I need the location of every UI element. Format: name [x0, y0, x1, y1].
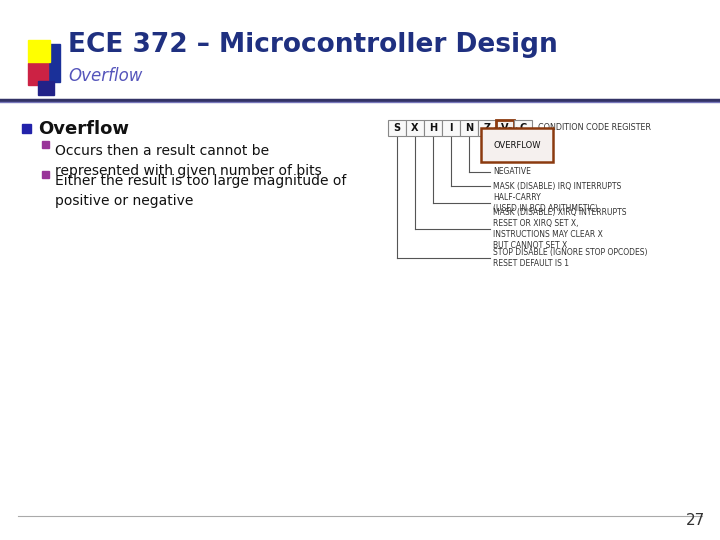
Text: ZERO: ZERO [493, 154, 514, 164]
Text: H: H [429, 123, 437, 133]
Bar [22, 124, 31, 133]
Bar [514, 120, 532, 136]
Text: Z: Z [483, 123, 490, 133]
Text: CONDITION CODE REGISTER: CONDITION CODE REGISTER [538, 124, 651, 132]
Text: MASK (DISABLE) XIRQ INTERRUPTS
RESET OR XIRQ SET X,
INSTRUCTIONS MAY CLEAR X
BUT: MASK (DISABLE) XIRQ INTERRUPTS RESET OR … [493, 208, 626, 250]
Bar [406, 120, 424, 136]
Bar [496, 120, 514, 136]
Bar [28, 40, 50, 62]
Bar [442, 120, 460, 136]
Bar [424, 120, 442, 136]
Text: I: I [449, 123, 453, 133]
Text: 27: 27 [685, 513, 705, 528]
Bar [460, 120, 478, 136]
Text: STOP DISABLE (IGNORE STOP OPCODES)
RESET DEFAULT IS 1: STOP DISABLE (IGNORE STOP OPCODES) RESET… [493, 248, 647, 268]
Bar [478, 120, 496, 136]
Text: NEGATIVE: NEGATIVE [493, 167, 531, 177]
Text: Overflow: Overflow [68, 67, 143, 85]
Text: HALF-CARRY
(USED IN BCD ARITHMETIC): HALF-CARRY (USED IN BCD ARITHMETIC) [493, 193, 598, 213]
Text: OVERFLOW: OVERFLOW [493, 140, 541, 150]
Text: MASK (DISABLE) IRQ INTERRUPTS: MASK (DISABLE) IRQ INTERRUPTS [493, 181, 621, 191]
Text: CARRY: CARRY [493, 127, 518, 137]
Bar [388, 120, 406, 136]
Text: ECE 372 – Microcontroller Design: ECE 372 – Microcontroller Design [68, 32, 558, 58]
Text: N: N [465, 123, 473, 133]
Bar [42, 171, 49, 178]
Text: C: C [519, 123, 526, 133]
Text: X: X [411, 123, 419, 133]
Text: S: S [393, 123, 400, 133]
Bar [38, 44, 60, 82]
Text: Occurs then a result cannot be
represented with given number of bits: Occurs then a result cannot be represent… [55, 144, 322, 178]
Bar [42, 141, 49, 148]
Text: V: V [501, 123, 509, 133]
Bar [28, 63, 48, 85]
Text: Overflow: Overflow [38, 120, 129, 138]
Text: Either the result is too large magnitude of
positive or negative: Either the result is too large magnitude… [55, 174, 346, 207]
Bar [38, 81, 54, 95]
